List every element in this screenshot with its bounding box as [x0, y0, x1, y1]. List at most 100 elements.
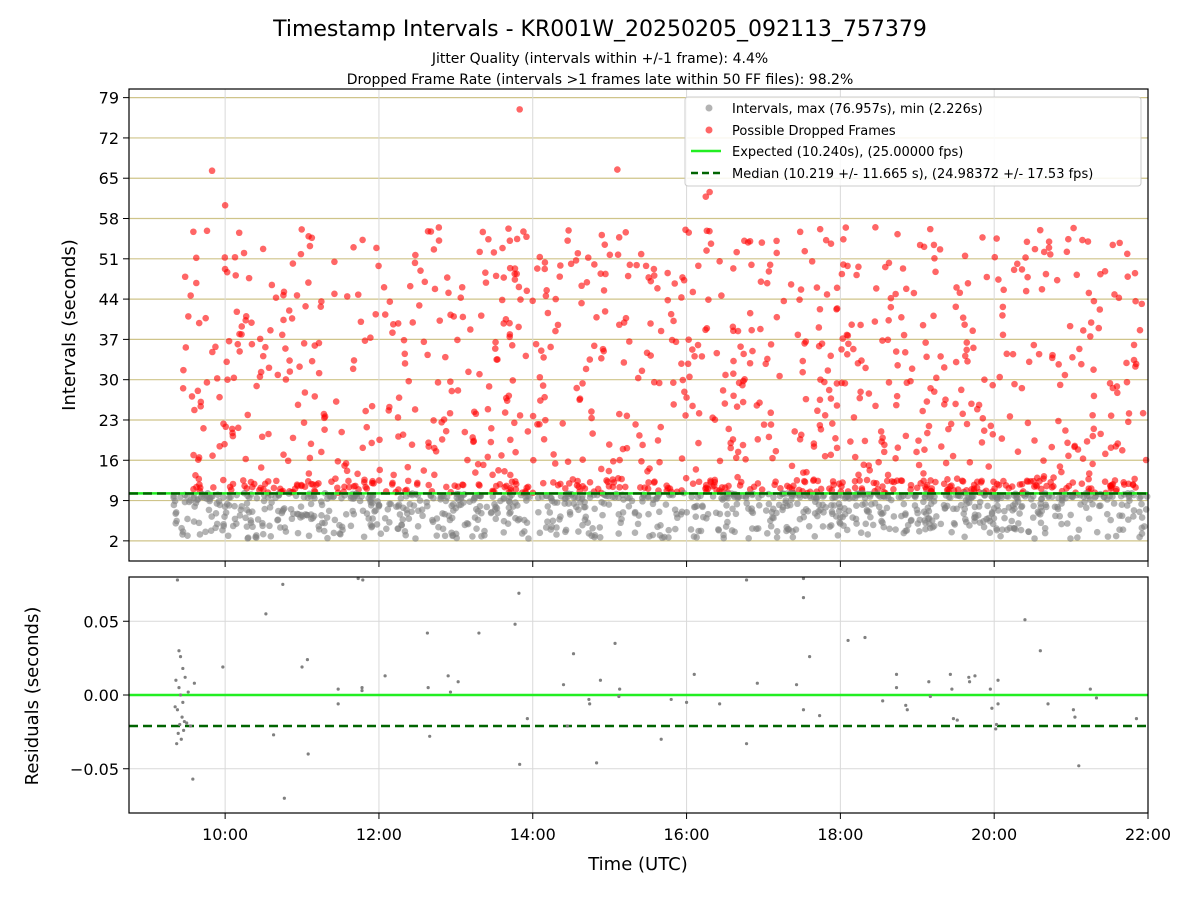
legend-label-median: Median (10.219 +/- 11.665 s), (24.98372 … [732, 167, 1093, 182]
dropped-frame-point [241, 482, 248, 490]
interval-point [553, 531, 560, 538]
dropped-frame-point [816, 396, 824, 404]
interval-point [1015, 520, 1022, 527]
interval-point [500, 529, 508, 536]
dropped-frame-point [520, 228, 527, 235]
interval-point [179, 531, 186, 538]
dropped-frame-point [317, 303, 325, 310]
dropped-frame-point [623, 444, 631, 452]
residual-point [1046, 702, 1050, 706]
dropped-frame-point [1096, 306, 1104, 313]
dropped-frame-point [857, 388, 864, 396]
intervals-x-ticks [224, 561, 1149, 567]
interval-point [220, 522, 227, 530]
dropped-frame-point [1076, 345, 1083, 353]
interval-point [330, 529, 338, 537]
dropped-frame-point [1030, 341, 1038, 349]
residual-point [1073, 715, 1077, 719]
dropped-frame-point [893, 392, 901, 400]
interval-point [773, 534, 781, 541]
dropped-frame-point [853, 271, 860, 279]
dropped-frame-point [601, 241, 609, 248]
dropped-frame-point [425, 481, 433, 489]
dropped-frame-point [315, 339, 323, 347]
dropped-frame-point [267, 326, 274, 334]
interval-point [877, 509, 884, 516]
interval-point [712, 509, 720, 517]
interval-point [1118, 512, 1126, 520]
residual-point [185, 721, 189, 725]
dropped-frame-point [1089, 411, 1096, 419]
dropped-frame-point [259, 352, 267, 360]
dropped-frame-point [865, 462, 873, 469]
dropped-frame-point [762, 360, 770, 368]
dropped-frame-point [1042, 270, 1050, 278]
interval-point [879, 519, 886, 526]
interval-point [184, 515, 191, 523]
dropped-frame-point [703, 247, 710, 254]
interval-point [779, 506, 786, 514]
residual-point [174, 678, 178, 682]
interval-point [212, 524, 219, 532]
residual-point [718, 702, 722, 706]
dropped-frame-point [698, 353, 706, 360]
dropped-frame-point [195, 319, 203, 327]
interval-point [384, 505, 392, 513]
dropped-frame-point [293, 292, 301, 299]
dropped-frame-point [822, 236, 830, 244]
dropped-frame-point [248, 340, 256, 348]
interval-point [867, 513, 874, 521]
dropped-frame-point [185, 313, 192, 320]
dropped-frame-point [838, 346, 845, 353]
dropped-frame-point [999, 303, 1007, 311]
dropped-frame-point [970, 344, 977, 352]
interval-point [1031, 535, 1038, 542]
dropped-frame-point [624, 272, 632, 280]
dropped-frame-point [968, 400, 975, 408]
interval-point [645, 510, 652, 518]
dropped-frame-point [350, 483, 358, 490]
dropped-frame-point [259, 245, 267, 253]
interval-point [231, 502, 238, 510]
interval-point [1037, 500, 1044, 507]
residual-point [801, 576, 806, 581]
interval-point [323, 514, 331, 521]
residual-point [525, 717, 529, 721]
dropped-frame-point [338, 428, 345, 436]
interval-point [1067, 535, 1074, 542]
dropped-frame-point [536, 253, 544, 261]
dropped-frame-point [777, 485, 784, 492]
interval-point [575, 506, 582, 514]
dropped-frame-point [442, 353, 449, 361]
interval-point [773, 528, 781, 535]
dropped-frame-point [564, 458, 572, 466]
dropped-frame-point [727, 444, 735, 452]
dropped-frame-point [706, 227, 713, 235]
dropped-frame-point [1050, 474, 1057, 481]
dropped-frame-point [615, 234, 623, 241]
dropped-frame-point [180, 366, 187, 374]
dropped-frame-point [748, 326, 755, 334]
dropped-frame-point [1033, 474, 1041, 482]
dropped-frame-point [1031, 437, 1038, 444]
dropped-frame-point [1040, 472, 1048, 480]
interval-point [268, 499, 275, 506]
residual-point [428, 734, 432, 738]
dropped-frame-point [638, 367, 646, 375]
interval-point [331, 516, 339, 524]
dropped-frame-point [702, 193, 710, 200]
residual-point [818, 714, 822, 718]
dropped-frame-point [588, 408, 595, 415]
dropped-frame-point [622, 483, 629, 491]
dropped-frame-point [915, 461, 923, 469]
y-tick-label: 0.05 [83, 612, 119, 631]
dropped-frame-point [229, 429, 236, 437]
dropped-frame-point [899, 265, 907, 272]
dropped-frame-point [616, 456, 623, 464]
residual-point [571, 652, 576, 656]
interval-point [442, 497, 450, 505]
dropped-frame-point [472, 410, 480, 418]
dropped-frame-point [856, 394, 864, 402]
dropped-frame-point [890, 486, 897, 493]
dropped-frame-point [963, 346, 970, 354]
